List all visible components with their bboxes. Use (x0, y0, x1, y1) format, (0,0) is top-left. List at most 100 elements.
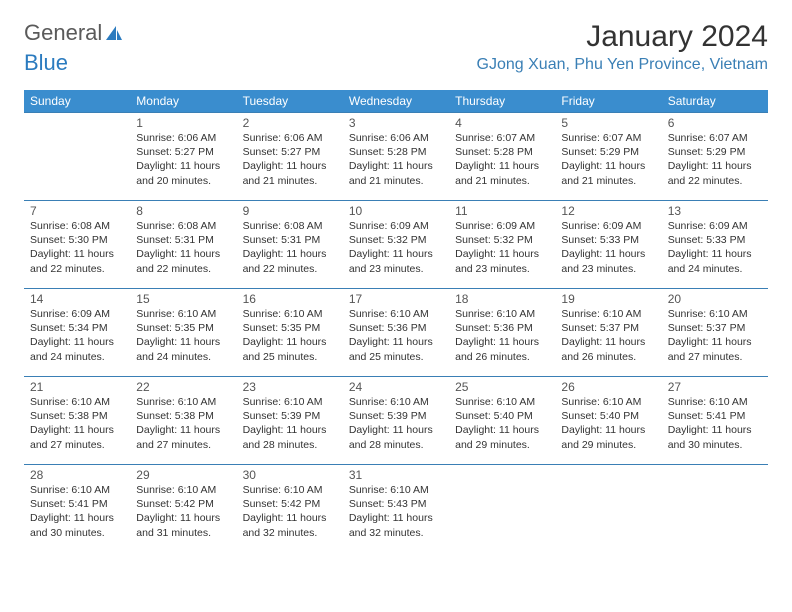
day-info: Sunrise: 6:10 AMSunset: 5:42 PMDaylight:… (243, 483, 337, 540)
day-number: 9 (243, 204, 337, 218)
calendar-day-cell: 24Sunrise: 6:10 AMSunset: 5:39 PMDayligh… (343, 377, 449, 465)
day-info: Sunrise: 6:10 AMSunset: 5:41 PMDaylight:… (30, 483, 124, 540)
day-info: Sunrise: 6:10 AMSunset: 5:37 PMDaylight:… (561, 307, 655, 364)
logo: General (24, 20, 124, 46)
day-number: 12 (561, 204, 655, 218)
day-info: Sunrise: 6:06 AMSunset: 5:27 PMDaylight:… (136, 131, 230, 188)
calendar-day-cell: 26Sunrise: 6:10 AMSunset: 5:40 PMDayligh… (555, 377, 661, 465)
day-number: 4 (455, 116, 549, 130)
calendar-day-cell: 17Sunrise: 6:10 AMSunset: 5:36 PMDayligh… (343, 289, 449, 377)
day-number: 3 (349, 116, 443, 130)
calendar-empty-cell (449, 465, 555, 553)
day-info: Sunrise: 6:07 AMSunset: 5:28 PMDaylight:… (455, 131, 549, 188)
day-number: 23 (243, 380, 337, 394)
calendar-day-cell: 7Sunrise: 6:08 AMSunset: 5:30 PMDaylight… (24, 201, 130, 289)
calendar-day-cell: 16Sunrise: 6:10 AMSunset: 5:35 PMDayligh… (237, 289, 343, 377)
calendar-body: 1Sunrise: 6:06 AMSunset: 5:27 PMDaylight… (24, 113, 768, 553)
calendar-day-cell: 14Sunrise: 6:09 AMSunset: 5:34 PMDayligh… (24, 289, 130, 377)
day-number: 10 (349, 204, 443, 218)
day-number: 31 (349, 468, 443, 482)
day-header: Saturday (662, 90, 768, 113)
day-number: 25 (455, 380, 549, 394)
day-info: Sunrise: 6:06 AMSunset: 5:27 PMDaylight:… (243, 131, 337, 188)
day-info: Sunrise: 6:10 AMSunset: 5:35 PMDaylight:… (243, 307, 337, 364)
day-number: 1 (136, 116, 230, 130)
calendar-week-row: 1Sunrise: 6:06 AMSunset: 5:27 PMDaylight… (24, 113, 768, 201)
day-number: 2 (243, 116, 337, 130)
calendar-week-row: 14Sunrise: 6:09 AMSunset: 5:34 PMDayligh… (24, 289, 768, 377)
calendar-empty-cell (662, 465, 768, 553)
calendar-day-cell: 9Sunrise: 6:08 AMSunset: 5:31 PMDaylight… (237, 201, 343, 289)
day-header: Monday (130, 90, 236, 113)
day-number: 24 (349, 380, 443, 394)
calendar-day-cell: 5Sunrise: 6:07 AMSunset: 5:29 PMDaylight… (555, 113, 661, 201)
calendar-day-cell: 11Sunrise: 6:09 AMSunset: 5:32 PMDayligh… (449, 201, 555, 289)
day-info: Sunrise: 6:07 AMSunset: 5:29 PMDaylight:… (668, 131, 762, 188)
calendar-day-cell: 8Sunrise: 6:08 AMSunset: 5:31 PMDaylight… (130, 201, 236, 289)
day-info: Sunrise: 6:09 AMSunset: 5:33 PMDaylight:… (668, 219, 762, 276)
day-info: Sunrise: 6:10 AMSunset: 5:40 PMDaylight:… (561, 395, 655, 452)
day-number: 5 (561, 116, 655, 130)
day-info: Sunrise: 6:10 AMSunset: 5:40 PMDaylight:… (455, 395, 549, 452)
day-info: Sunrise: 6:10 AMSunset: 5:42 PMDaylight:… (136, 483, 230, 540)
day-info: Sunrise: 6:06 AMSunset: 5:28 PMDaylight:… (349, 131, 443, 188)
calendar-day-cell: 2Sunrise: 6:06 AMSunset: 5:27 PMDaylight… (237, 113, 343, 201)
day-info: Sunrise: 6:09 AMSunset: 5:32 PMDaylight:… (349, 219, 443, 276)
calendar-day-cell: 15Sunrise: 6:10 AMSunset: 5:35 PMDayligh… (130, 289, 236, 377)
day-info: Sunrise: 6:10 AMSunset: 5:35 PMDaylight:… (136, 307, 230, 364)
calendar-day-cell: 6Sunrise: 6:07 AMSunset: 5:29 PMDaylight… (662, 113, 768, 201)
calendar-day-cell: 1Sunrise: 6:06 AMSunset: 5:27 PMDaylight… (130, 113, 236, 201)
calendar-day-cell: 4Sunrise: 6:07 AMSunset: 5:28 PMDaylight… (449, 113, 555, 201)
day-number: 26 (561, 380, 655, 394)
day-number: 13 (668, 204, 762, 218)
day-info: Sunrise: 6:10 AMSunset: 5:38 PMDaylight:… (136, 395, 230, 452)
calendar-day-cell: 3Sunrise: 6:06 AMSunset: 5:28 PMDaylight… (343, 113, 449, 201)
calendar-day-cell: 30Sunrise: 6:10 AMSunset: 5:42 PMDayligh… (237, 465, 343, 553)
day-number: 22 (136, 380, 230, 394)
calendar-day-cell: 10Sunrise: 6:09 AMSunset: 5:32 PMDayligh… (343, 201, 449, 289)
day-number: 29 (136, 468, 230, 482)
day-info: Sunrise: 6:08 AMSunset: 5:31 PMDaylight:… (136, 219, 230, 276)
day-header: Friday (555, 90, 661, 113)
day-number: 20 (668, 292, 762, 306)
calendar-day-cell: 27Sunrise: 6:10 AMSunset: 5:41 PMDayligh… (662, 377, 768, 465)
day-number: 6 (668, 116, 762, 130)
calendar-day-cell: 13Sunrise: 6:09 AMSunset: 5:33 PMDayligh… (662, 201, 768, 289)
calendar-head: SundayMondayTuesdayWednesdayThursdayFrid… (24, 90, 768, 113)
day-number: 28 (30, 468, 124, 482)
calendar-day-cell: 19Sunrise: 6:10 AMSunset: 5:37 PMDayligh… (555, 289, 661, 377)
day-number: 27 (668, 380, 762, 394)
calendar-day-cell: 12Sunrise: 6:09 AMSunset: 5:33 PMDayligh… (555, 201, 661, 289)
day-number: 30 (243, 468, 337, 482)
day-info: Sunrise: 6:10 AMSunset: 5:36 PMDaylight:… (349, 307, 443, 364)
calendar-table: SundayMondayTuesdayWednesdayThursdayFrid… (24, 90, 768, 553)
logo-text-blue: Blue (24, 50, 68, 76)
day-number: 11 (455, 204, 549, 218)
day-info: Sunrise: 6:09 AMSunset: 5:32 PMDaylight:… (455, 219, 549, 276)
calendar-day-cell: 21Sunrise: 6:10 AMSunset: 5:38 PMDayligh… (24, 377, 130, 465)
day-number: 17 (349, 292, 443, 306)
day-number: 16 (243, 292, 337, 306)
day-number: 18 (455, 292, 549, 306)
calendar-week-row: 28Sunrise: 6:10 AMSunset: 5:41 PMDayligh… (24, 465, 768, 553)
calendar-day-cell: 25Sunrise: 6:10 AMSunset: 5:40 PMDayligh… (449, 377, 555, 465)
day-number: 19 (561, 292, 655, 306)
day-header: Wednesday (343, 90, 449, 113)
calendar-day-cell: 23Sunrise: 6:10 AMSunset: 5:39 PMDayligh… (237, 377, 343, 465)
day-info: Sunrise: 6:09 AMSunset: 5:33 PMDaylight:… (561, 219, 655, 276)
day-header: Tuesday (237, 90, 343, 113)
day-info: Sunrise: 6:09 AMSunset: 5:34 PMDaylight:… (30, 307, 124, 364)
calendar-day-cell: 29Sunrise: 6:10 AMSunset: 5:42 PMDayligh… (130, 465, 236, 553)
day-header: Thursday (449, 90, 555, 113)
calendar-day-cell: 31Sunrise: 6:10 AMSunset: 5:43 PMDayligh… (343, 465, 449, 553)
day-info: Sunrise: 6:08 AMSunset: 5:31 PMDaylight:… (243, 219, 337, 276)
month-title: January 2024 (477, 20, 768, 54)
calendar-day-cell: 28Sunrise: 6:10 AMSunset: 5:41 PMDayligh… (24, 465, 130, 553)
day-info: Sunrise: 6:10 AMSunset: 5:43 PMDaylight:… (349, 483, 443, 540)
calendar-week-row: 7Sunrise: 6:08 AMSunset: 5:30 PMDaylight… (24, 201, 768, 289)
calendar-day-cell: 20Sunrise: 6:10 AMSunset: 5:37 PMDayligh… (662, 289, 768, 377)
day-info: Sunrise: 6:10 AMSunset: 5:39 PMDaylight:… (243, 395, 337, 452)
day-number: 14 (30, 292, 124, 306)
day-info: Sunrise: 6:07 AMSunset: 5:29 PMDaylight:… (561, 131, 655, 188)
day-header: Sunday (24, 90, 130, 113)
